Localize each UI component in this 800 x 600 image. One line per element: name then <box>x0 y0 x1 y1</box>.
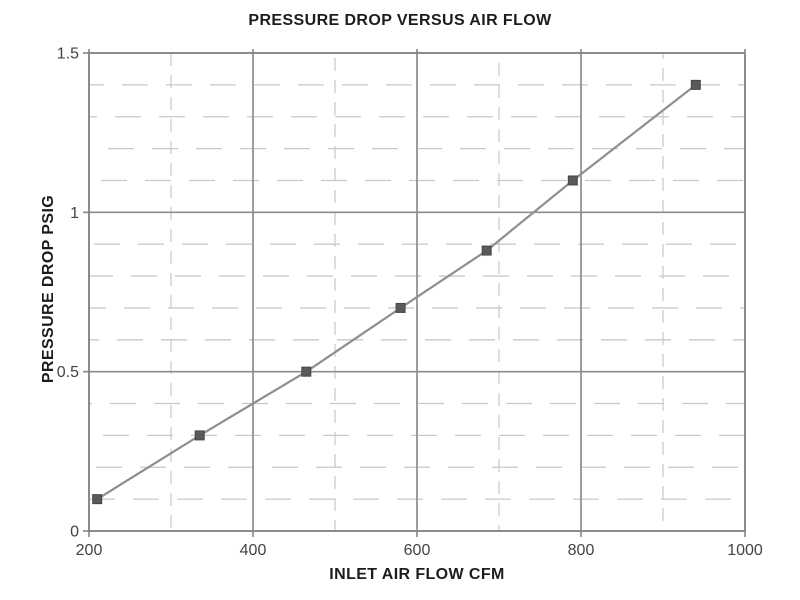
y-tick-label: 0 <box>70 524 79 541</box>
plot-border <box>88 52 746 532</box>
x-axis-title: INLET AIR FLOW CFM <box>329 566 505 583</box>
x-tick-label: 1000 <box>727 542 763 559</box>
series-line <box>96 83 697 501</box>
y-tick-label: 1 <box>70 205 79 222</box>
data-point-marker <box>690 79 701 90</box>
y-axis-title: PRESSURE DROP PSIG <box>40 194 57 384</box>
chart-title: PRESSURE DROP VERSUS AIR FLOW <box>248 12 552 29</box>
x-tick-label: 600 <box>404 542 431 559</box>
data-point-marker <box>194 430 205 441</box>
y-tick-label: 0.5 <box>57 364 79 381</box>
data-point-marker <box>92 494 103 505</box>
x-tick-label: 800 <box>568 542 595 559</box>
data-point-marker <box>481 245 492 256</box>
data-point-marker <box>567 175 578 186</box>
y-tick-label: 1.5 <box>57 46 79 63</box>
data-point-marker <box>395 302 406 313</box>
x-tick-label: 200 <box>76 542 103 559</box>
data-point-marker <box>301 366 312 377</box>
x-tick-label: 400 <box>240 542 267 559</box>
